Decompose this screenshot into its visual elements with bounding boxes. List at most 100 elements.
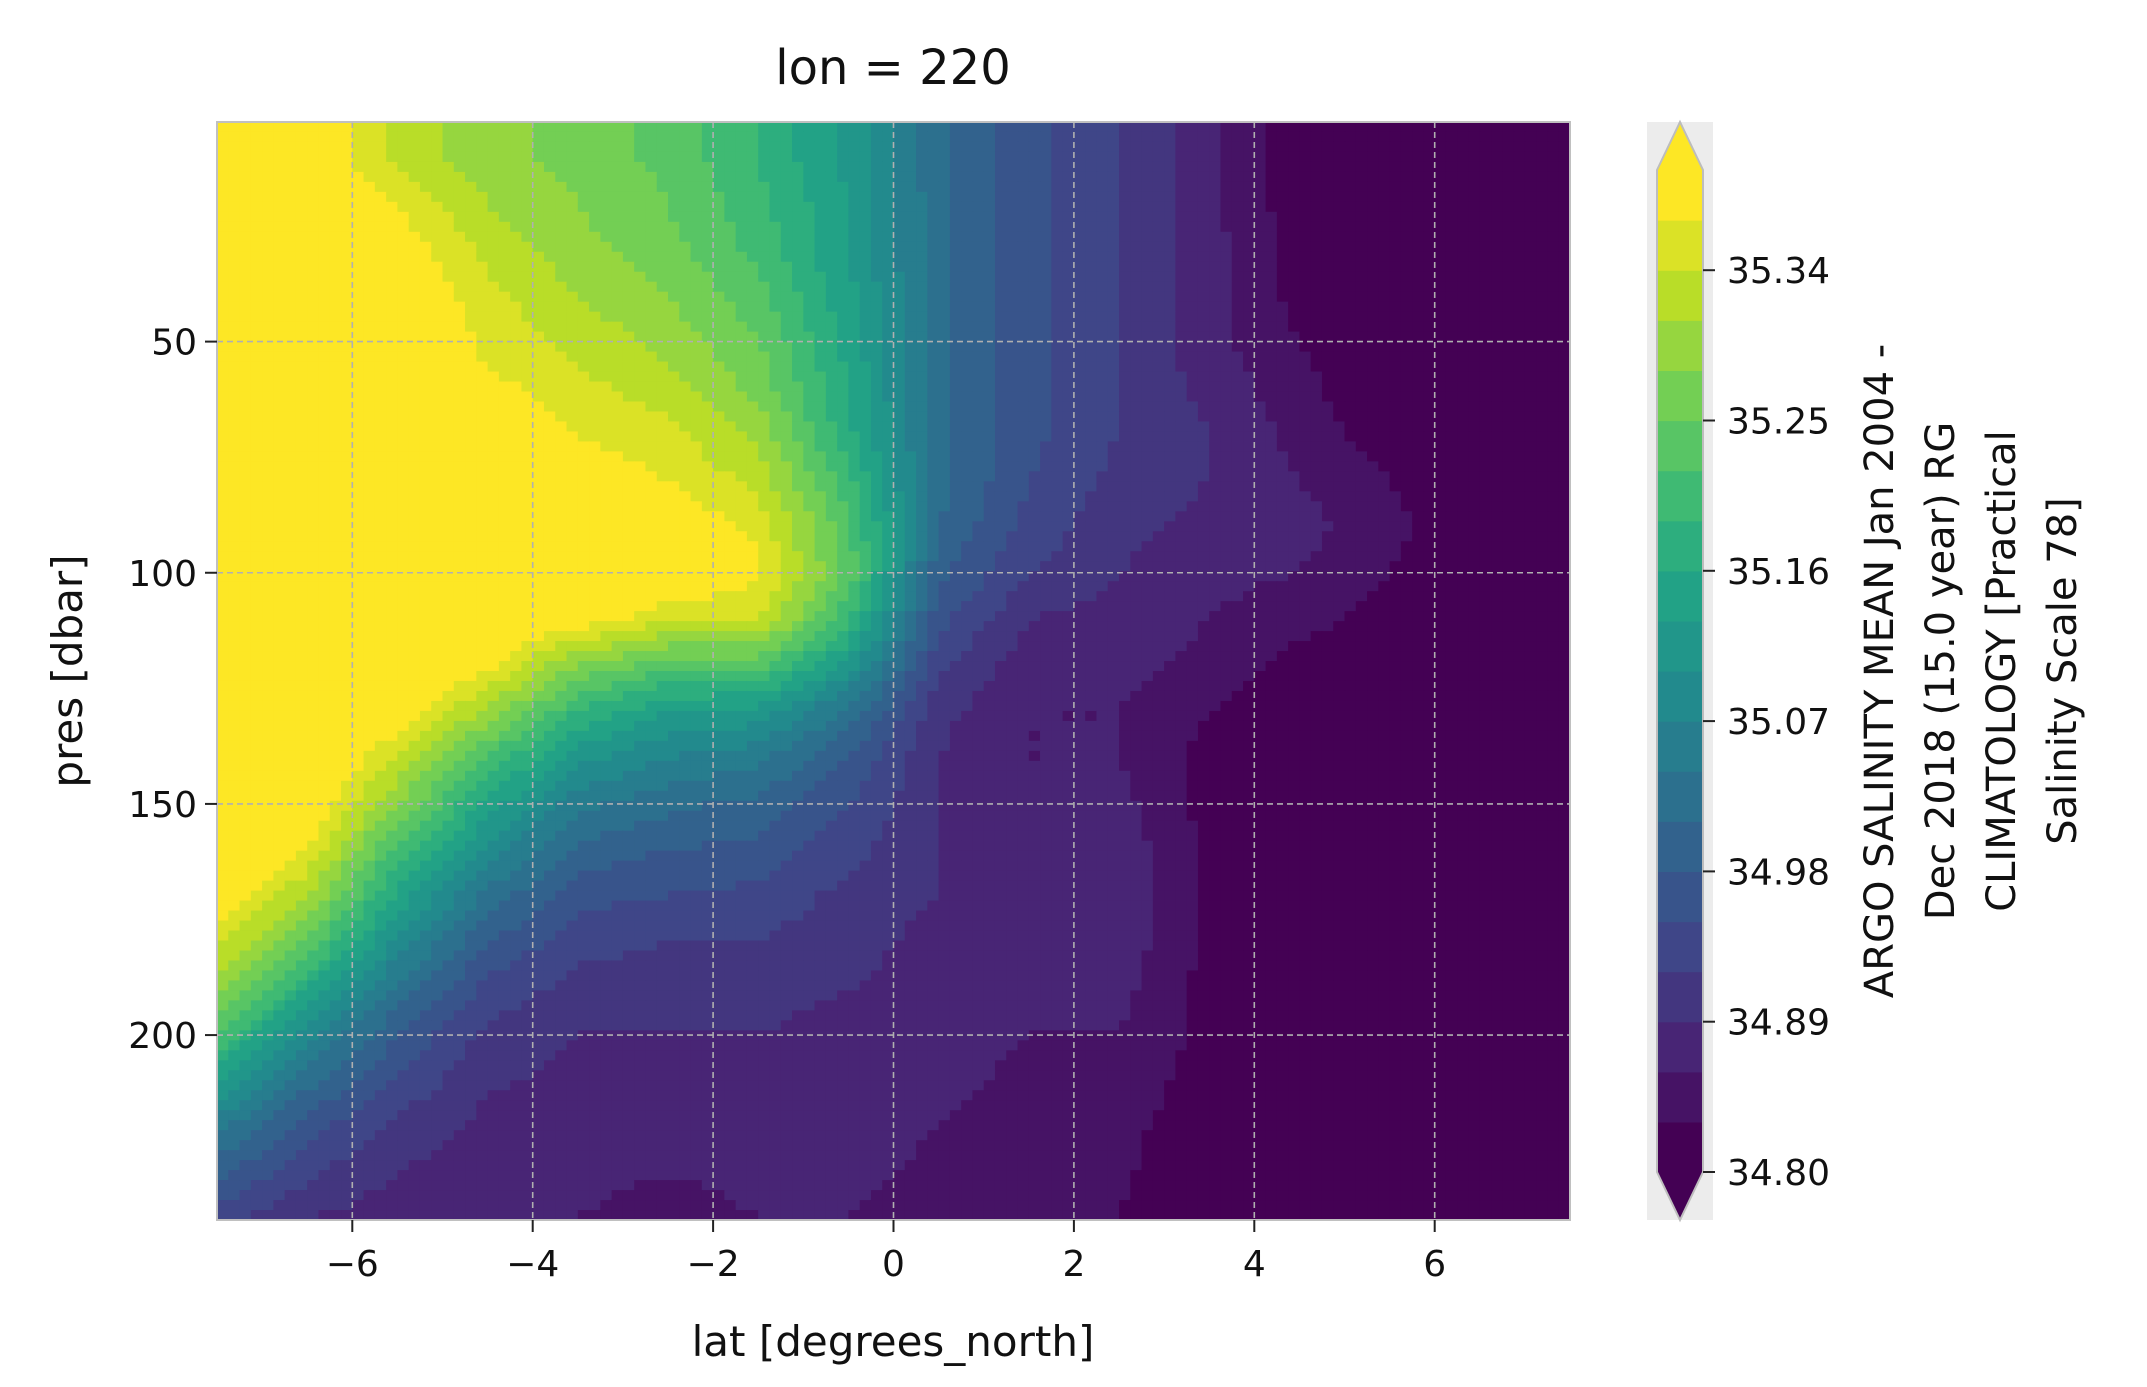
heat-cell: [1209, 341, 1222, 353]
heat-cell: [1175, 331, 1188, 343]
heat-cell: [1243, 281, 1255, 293]
heat-cell: [543, 421, 556, 433]
heat-cell: [622, 411, 635, 423]
heat-cell: [1175, 271, 1188, 283]
heat-cell: [645, 131, 658, 143]
heat-cell: [1265, 251, 1278, 263]
heat-cell: [1355, 281, 1368, 293]
heat-cell: [803, 371, 816, 383]
heat-cell: [363, 321, 376, 333]
heat-cell: [735, 411, 748, 423]
heat-cell: [1547, 261, 1560, 273]
heat-cell: [1367, 171, 1379, 183]
heat-cell: [792, 501, 804, 512]
heat-cell: [859, 411, 872, 423]
heat-cell: [1558, 481, 1570, 492]
heat-cell: [397, 131, 410, 143]
heat-cell: [1502, 521, 1515, 532]
heat-cell: [1536, 191, 1549, 203]
heat-cell: [284, 122, 297, 133]
heat-cell: [521, 201, 534, 213]
heat-cell: [1197, 231, 1210, 243]
heat-cell: [904, 291, 917, 303]
heat-cell: [1321, 501, 1334, 512]
heat-cell: [611, 491, 624, 502]
heat-cell: [859, 481, 872, 492]
heat-cell: [543, 471, 556, 482]
heat-cell: [453, 371, 466, 383]
heat-cell: [273, 511, 286, 522]
heat-cell: [1389, 261, 1402, 273]
heat-cell: [1479, 411, 1492, 423]
heat-cell: [882, 361, 895, 373]
heat-cell: [363, 471, 376, 482]
heat-cell: [927, 191, 940, 203]
heat-cell: [634, 441, 647, 452]
heat-cell: [1085, 501, 1098, 512]
heat-cell: [532, 271, 545, 283]
heat-cell: [510, 291, 523, 303]
heat-cell: [1367, 271, 1379, 283]
heat-cell: [318, 381, 331, 393]
heat-cell: [679, 161, 692, 173]
heat-cell: [1243, 201, 1255, 213]
heat-cell: [938, 511, 951, 522]
heat-cell: [600, 461, 613, 472]
heat-cell: [803, 131, 816, 143]
heat-cell: [589, 321, 601, 333]
heat-cell: [1073, 221, 1086, 233]
heat-cell: [735, 131, 748, 143]
heat-cell: [262, 161, 274, 173]
heat-cell: [295, 421, 308, 433]
heat-cell: [1028, 351, 1041, 363]
heat-cell: [1547, 401, 1560, 413]
heat-cell: [792, 361, 804, 373]
heat-cell: [1186, 481, 1199, 492]
heat-cell: [363, 281, 376, 293]
heat-cell: [352, 221, 365, 233]
heat-cell: [273, 321, 286, 333]
heat-cell: [1119, 251, 1131, 263]
heat-cell: [882, 151, 895, 163]
heat-cell: [239, 251, 252, 263]
heat-cell: [656, 211, 669, 223]
heat-cell: [792, 481, 804, 492]
heat-cell: [1491, 471, 1503, 482]
heat-cell: [1243, 171, 1255, 183]
heat-cell: [217, 471, 229, 482]
heat-cell: [1209, 361, 1222, 373]
heat-cell: [893, 351, 906, 363]
heat-cell: [1073, 501, 1086, 512]
heat-cell: [487, 161, 500, 173]
heat-cell: [1276, 141, 1289, 153]
heat-cell: [1006, 511, 1019, 522]
heat-cell: [1040, 191, 1052, 203]
heat-cell: [1243, 371, 1255, 383]
heat-cell: [374, 181, 387, 193]
heat-cell: [1107, 141, 1120, 153]
heat-cell: [453, 391, 466, 403]
heat-cell: [668, 381, 680, 393]
heat-cell: [724, 201, 737, 213]
heat-cell: [431, 301, 444, 313]
heat-cell: [295, 381, 308, 393]
heat-cell: [622, 481, 635, 492]
heat-cell: [701, 481, 714, 492]
heat-cell: [487, 321, 500, 333]
heat-cell: [893, 401, 906, 413]
heat-cell: [645, 271, 658, 283]
heat-cell: [1423, 151, 1436, 163]
heat-cell: [1524, 241, 1537, 253]
heat-cell: [916, 461, 928, 472]
heat-cell: [679, 311, 692, 323]
heat-cell: [566, 501, 579, 512]
heat-cell: [374, 451, 387, 462]
heat-cell: [284, 271, 297, 283]
heat-cell: [904, 471, 917, 482]
heat-cell: [1434, 311, 1447, 323]
heat-cell: [814, 171, 827, 183]
heat-cell: [870, 291, 883, 303]
heat-cell: [1479, 171, 1492, 183]
heat-cell: [859, 201, 872, 213]
heat-cell: [1197, 361, 1210, 373]
